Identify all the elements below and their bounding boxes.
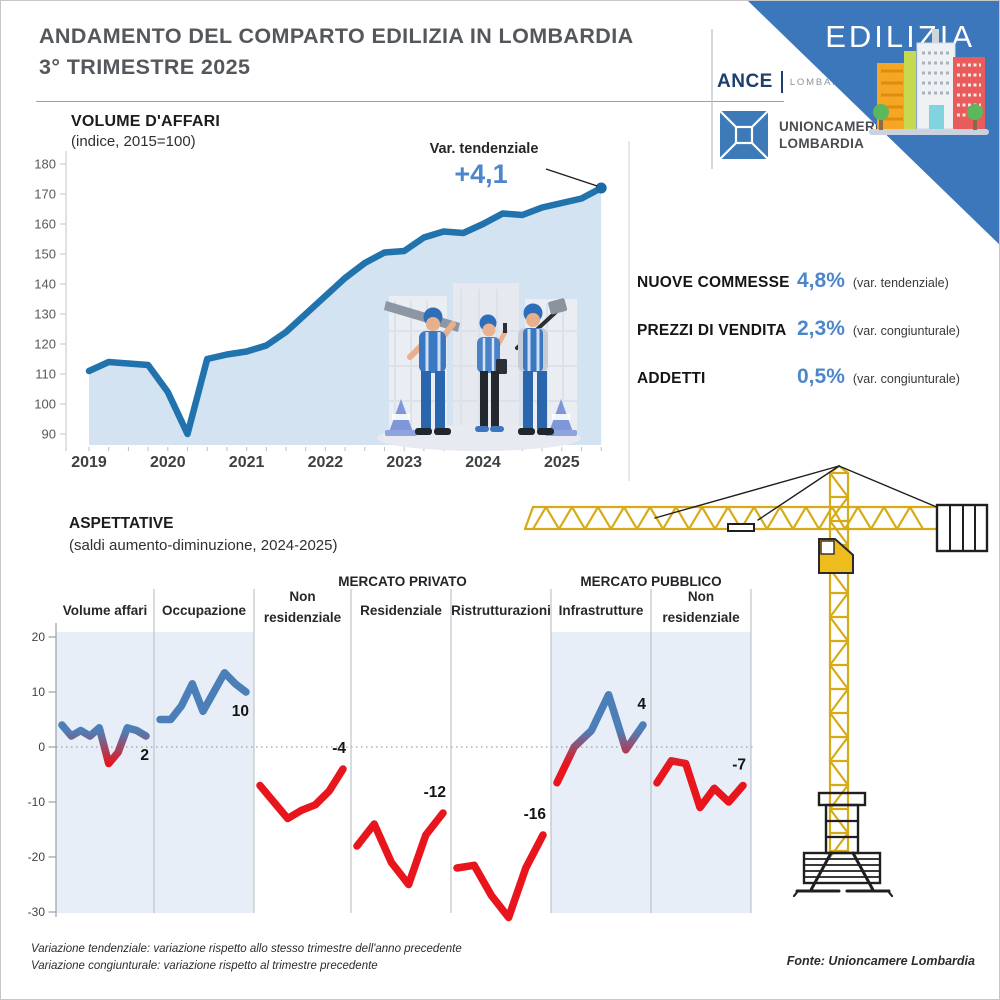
- unioncamere-logo-icon: [719, 110, 769, 160]
- ance-logo-name: ANCE: [717, 71, 773, 92]
- stat-row-prezzi-di-vendita: PREZZI DI VENDITA 2,3% (var. congiuntura…: [637, 317, 989, 341]
- stat-value: 0,5%: [797, 365, 845, 388]
- unioncamere-logo-text: UNIONCAMERE LOMBARDIA: [779, 118, 884, 152]
- ance-logo-region: LOMBARDIA: [789, 76, 862, 88]
- stat-row-addetti: ADDETTI 0,5% (var. congiunturale): [637, 365, 989, 389]
- aspettative-title: ASPETTATIVE: [69, 515, 174, 532]
- annotation-label: Var. tendenziale: [429, 141, 539, 157]
- svg-text:180: 180: [34, 157, 56, 172]
- mini-line-1: [156, 669, 250, 724]
- svg-text:Residenziale: Residenziale: [360, 603, 442, 618]
- svg-text:2020: 2020: [150, 454, 186, 471]
- worker-with-beam: [384, 301, 460, 435]
- volume-chart-subtitle: (indice, 2015=100): [71, 133, 196, 150]
- traffic-cone-icon: [385, 399, 417, 436]
- worker-with-tablet: [475, 314, 508, 432]
- mini-line-6: [653, 757, 747, 812]
- worker-with-hammer: [515, 298, 568, 435]
- svg-text:170: 170: [34, 187, 56, 202]
- svg-text:160: 160: [34, 217, 56, 232]
- annotation-value: +4,1: [454, 159, 508, 189]
- svg-text:-4: -4: [332, 740, 346, 757]
- mini-line-3: [353, 809, 447, 889]
- svg-text:Occupazione: Occupazione: [162, 603, 247, 618]
- svg-text:90: 90: [42, 427, 56, 442]
- stat-label: PREZZI DI VENDITA: [637, 322, 787, 339]
- city-icon: [869, 29, 989, 135]
- mini-line-2: [256, 765, 347, 823]
- svg-text:MERCATO PUBBLICO: MERCATO PUBBLICO: [580, 574, 721, 589]
- page-title-line1: ANDAMENTO DEL COMPARTO EDILIZIA IN LOMBA…: [39, 24, 634, 48]
- mini-line-5: [553, 691, 647, 787]
- svg-text:150: 150: [34, 247, 56, 262]
- stat-value: 2,3%: [797, 317, 845, 340]
- svg-text:-12: -12: [424, 784, 446, 801]
- stat-label: ADDETTI: [637, 370, 706, 387]
- aspettative-subtitle: (saldi aumento-diminuzione, 2024-2025): [69, 537, 338, 554]
- svg-text:100: 100: [34, 397, 56, 412]
- svg-text:2: 2: [140, 747, 149, 764]
- volume-chart: 90 100 110 120 130 140 150 160 170 180 2019 2020 202…: [34, 151, 607, 471]
- svg-text:140: 140: [34, 277, 56, 292]
- mini-line-4: [453, 831, 547, 922]
- source-note: Fonte: Unioncamere Lombardia: [786, 954, 975, 968]
- svg-text:Ristrutturazioni: Ristrutturazioni: [451, 603, 551, 618]
- svg-text:20: 20: [32, 630, 46, 644]
- mini-line-0: [58, 721, 150, 768]
- svg-text:2025: 2025: [544, 454, 580, 471]
- stat-value: 4,8%: [797, 269, 845, 292]
- stat-row-nuove-commesse: NUOVE COMMESSE 4,8% (var. tendenziale): [637, 269, 989, 293]
- svg-text:0: 0: [38, 740, 45, 754]
- page-title-line2: 3° TRIMESTRE 2025: [39, 55, 251, 79]
- svg-text:MERCATO PRIVATO: MERCATO PRIVATO: [338, 574, 467, 589]
- svg-text:Infrastrutture: Infrastrutture: [559, 603, 644, 618]
- svg-text:110: 110: [35, 367, 56, 382]
- svg-text:2023: 2023: [386, 454, 422, 471]
- header-divider: [36, 101, 784, 102]
- svg-text:-7: -7: [732, 757, 746, 774]
- unioncamere-line1: UNIONCAMERE: [779, 119, 885, 134]
- svg-text:-16: -16: [524, 806, 547, 823]
- workers-illustration: [377, 283, 581, 451]
- svg-text:Volume affari: Volume affari: [63, 603, 148, 618]
- svg-text:2019: 2019: [71, 454, 107, 471]
- svg-text:10: 10: [32, 685, 46, 699]
- page-title: ANDAMENTO DEL COMPARTO EDILIZIA IN LOMBA…: [39, 21, 634, 83]
- svg-text:2024: 2024: [465, 454, 501, 471]
- stat-note: (var. congiunturale): [852, 372, 960, 386]
- corner-banner: EDILIZIA: [748, 1, 999, 245]
- svg-text:4: 4: [637, 696, 646, 713]
- svg-text:-20: -20: [28, 850, 46, 864]
- crane-illustration: [523, 464, 989, 898]
- ance-logo: ANCE LOMBARDIA: [717, 71, 862, 93]
- stat-note: (var. congiunturale): [852, 324, 960, 338]
- svg-text:130: 130: [34, 307, 56, 322]
- stat-label: NUOVE COMMESSE: [637, 274, 790, 291]
- svg-text:120: 120: [34, 337, 56, 352]
- footnote-congiunturale: Variazione congiunturale: variazione ris…: [31, 960, 378, 972]
- svg-text:2021: 2021: [229, 454, 265, 471]
- svg-text:2022: 2022: [308, 454, 344, 471]
- unioncamere-line2: LOMBARDIA: [779, 136, 865, 151]
- aspettative-small-multiples: 20 10 0 -10 -20 -30 MERCATO PRIVATO MERCATO PUB…: [28, 574, 754, 922]
- footnote-tendenziale: Variazione tendenziale: variazione rispe…: [31, 943, 462, 955]
- ance-logo-bar: [780, 71, 783, 93]
- volume-chart-title: VOLUME D'AFFARI: [71, 113, 221, 130]
- svg-text:-30: -30: [28, 905, 46, 919]
- svg-text:10: 10: [232, 703, 249, 720]
- stat-note: (var. tendenziale): [852, 276, 949, 290]
- svg-text:-10: -10: [28, 795, 46, 809]
